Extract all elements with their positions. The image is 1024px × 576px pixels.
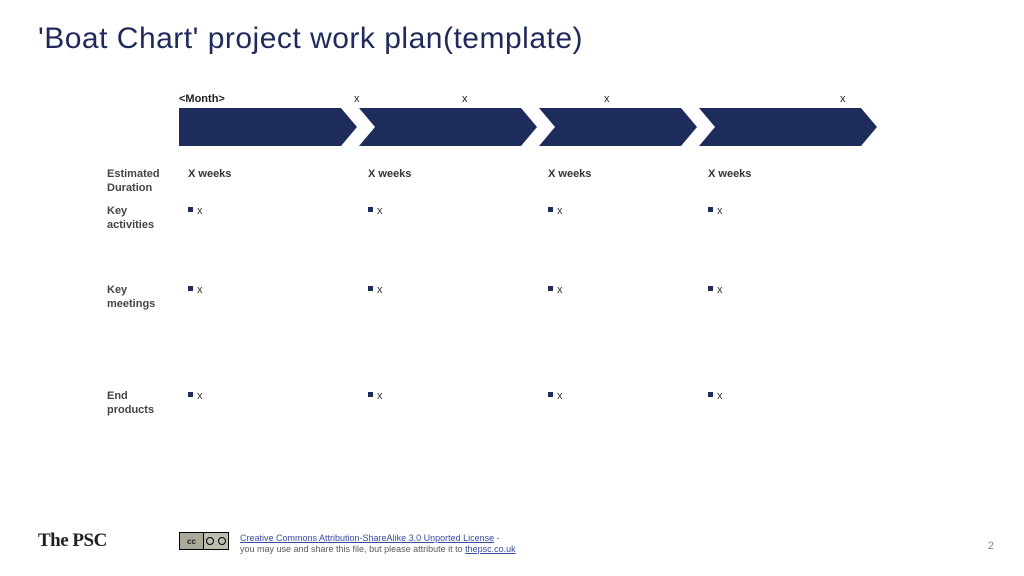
bullet-icon xyxy=(548,286,553,291)
bullet-cell: x xyxy=(548,284,563,296)
text-cell: X weeks xyxy=(368,168,411,180)
bullet-cell: x xyxy=(368,284,383,296)
bullet-icon xyxy=(708,207,713,212)
bullet-cell: x xyxy=(548,390,563,402)
page-title: 'Boat Chart' project work plan(template) xyxy=(38,22,583,56)
share-text: you may use and share this file, but ple… xyxy=(240,544,465,554)
phase-label xyxy=(179,108,357,146)
footer-text: Creative Commons Attribution-ShareAlike … xyxy=(240,533,516,556)
bullet-cell: x xyxy=(708,205,723,217)
bullet-icon xyxy=(188,286,193,291)
bullet-icon xyxy=(708,392,713,397)
timeline-tick: x xyxy=(462,93,468,105)
bullet-cell: x xyxy=(188,390,203,402)
phase-label xyxy=(539,108,697,146)
bullet-icon xyxy=(188,392,193,397)
license-link[interactable]: Creative Commons Attribution-ShareAlike … xyxy=(240,533,494,543)
bullet-cell: x xyxy=(368,205,383,217)
phase-chevron xyxy=(359,108,537,146)
row-label: End products xyxy=(107,390,175,418)
chevron-row xyxy=(179,108,899,146)
cc-text: cc xyxy=(180,533,204,549)
bullet-icon xyxy=(708,286,713,291)
phase-chevron xyxy=(179,108,357,146)
attrib-link[interactable]: thepsc.co.uk xyxy=(465,544,516,554)
bullet-icon xyxy=(368,392,373,397)
bullet-cell: x xyxy=(188,284,203,296)
timeline-tick: x xyxy=(604,93,610,105)
bullet-icon xyxy=(368,207,373,212)
bullet-icon xyxy=(188,207,193,212)
text-cell: X weeks xyxy=(188,168,231,180)
row-label: Estimated Duration xyxy=(107,168,175,196)
phase-chevron xyxy=(699,108,877,146)
bullet-icon xyxy=(548,207,553,212)
bullet-cell: x xyxy=(708,284,723,296)
timeline-tick: x xyxy=(840,93,846,105)
text-cell: X weeks xyxy=(708,168,751,180)
cc-badge-icon: cc xyxy=(179,532,229,550)
phase-label xyxy=(359,108,537,146)
text-cell: X weeks xyxy=(548,168,591,180)
timeline-tick: x xyxy=(354,93,360,105)
bullet-cell: x xyxy=(188,205,203,217)
phase-label xyxy=(699,108,877,146)
footer-logo: The PSC xyxy=(38,530,107,552)
row-label: Key meetings xyxy=(107,284,175,312)
bullet-icon xyxy=(368,286,373,291)
month-label: <Month> xyxy=(179,93,225,105)
row-label: Key activities xyxy=(107,205,175,233)
bullet-icon xyxy=(548,392,553,397)
bullet-cell: x xyxy=(548,205,563,217)
page-number: 2 xyxy=(988,540,994,552)
bullet-cell: x xyxy=(708,390,723,402)
slide: 'Boat Chart' project work plan(template)… xyxy=(0,0,1024,576)
bullet-cell: x xyxy=(368,390,383,402)
phase-chevron xyxy=(539,108,697,146)
